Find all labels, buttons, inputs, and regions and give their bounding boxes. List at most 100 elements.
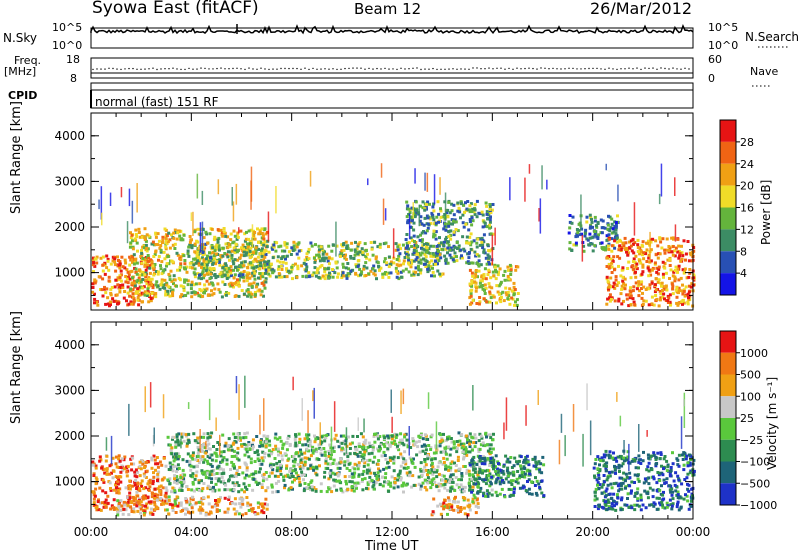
echo-cell — [117, 454, 121, 458]
echo-cell — [657, 267, 661, 271]
echo-cell — [662, 275, 665, 279]
echo-streak — [382, 198, 385, 225]
echo-cell — [232, 466, 236, 470]
echo-cell — [361, 459, 365, 463]
echo-cell — [221, 266, 225, 270]
echo-cell — [145, 469, 149, 473]
echo-cell — [267, 266, 271, 270]
echo-cell — [411, 461, 415, 465]
echo-cell — [389, 262, 393, 266]
echo-cell — [459, 442, 463, 446]
echo-cell — [379, 443, 383, 447]
echo-cell — [295, 451, 298, 455]
echo-cell — [264, 277, 268, 281]
echo-cell — [314, 447, 318, 451]
echo-cell — [606, 297, 610, 301]
echo-cell — [673, 269, 677, 272]
echo-cell — [217, 498, 221, 501]
echo-cell — [406, 244, 409, 248]
echo-cell — [150, 292, 154, 295]
echo-cell — [456, 229, 460, 233]
echo-cell — [208, 485, 212, 489]
echo-cell — [481, 441, 485, 445]
echo-cell — [366, 459, 370, 463]
echo-cell — [451, 222, 454, 226]
echo-cell — [249, 228, 253, 232]
echo-cell — [395, 269, 398, 273]
echo-cell — [151, 286, 155, 290]
echo-cell — [272, 243, 276, 247]
echo-cell — [354, 445, 357, 449]
echo-cell — [432, 232, 436, 236]
echo-cell — [257, 276, 260, 280]
echo-cell — [95, 478, 99, 482]
echo-cell — [434, 237, 438, 241]
echo-cell — [318, 248, 321, 252]
echo-cell — [432, 218, 436, 222]
echo-streak — [196, 173, 199, 199]
echo-cell — [345, 244, 349, 248]
echo-cell — [593, 219, 597, 223]
echo-cell — [118, 487, 122, 491]
echo-cell — [326, 259, 330, 263]
freq-dot — [124, 68, 126, 70]
echo-cell — [633, 261, 637, 265]
echo-cell — [659, 240, 663, 244]
echo-cell — [257, 267, 261, 271]
echo-streak — [384, 208, 387, 221]
echo-cell — [453, 245, 457, 249]
echo-cell — [457, 467, 461, 471]
echo-cell — [249, 246, 253, 250]
echo-cell — [481, 213, 485, 217]
echo-cell — [515, 303, 519, 307]
echo-cell — [250, 263, 254, 267]
echo-cell — [173, 499, 177, 503]
echo-cell — [169, 467, 173, 471]
echo-cell — [229, 281, 233, 285]
freq-dot — [284, 67, 286, 70]
echo-cell — [229, 232, 233, 236]
echo-cell — [617, 297, 621, 301]
echo-cell — [427, 264, 431, 268]
echo-cell — [412, 249, 416, 252]
echo-cell — [485, 212, 489, 216]
echo-cell — [151, 266, 155, 270]
echo-cell — [502, 472, 506, 476]
echo-cell — [333, 437, 337, 441]
echo-cell — [314, 488, 318, 492]
echo-cell — [685, 276, 689, 280]
echo-cell — [355, 247, 359, 251]
echo-cell — [328, 271, 331, 275]
echo-cell — [214, 459, 218, 463]
echo-cell — [444, 237, 448, 241]
echo-cell — [488, 223, 491, 227]
echo-cell — [629, 239, 633, 243]
freq-dot — [652, 67, 654, 69]
echo-cell — [131, 260, 134, 264]
freq-dot — [496, 67, 498, 70]
echo-cell — [346, 459, 350, 463]
echo-cell — [372, 480, 376, 484]
echo-cell — [250, 284, 254, 288]
echo-cell — [402, 481, 406, 485]
echo-cell — [185, 500, 189, 504]
echo-cell — [312, 449, 315, 453]
echo-cell — [384, 457, 388, 461]
echo-cell — [143, 494, 147, 498]
echo-cell — [329, 462, 333, 466]
echo-cell — [353, 248, 357, 252]
echo-cell — [488, 285, 492, 289]
echo-cell — [129, 505, 132, 509]
echo-cell — [168, 477, 172, 481]
echo-cell — [123, 290, 127, 293]
freq-dot — [388, 68, 390, 70]
echo-cell — [203, 283, 207, 287]
echo-cell — [368, 445, 372, 448]
echo-streak — [491, 234, 494, 266]
echo-cell — [507, 487, 511, 491]
echo-cell — [404, 267, 408, 271]
echo-cell — [150, 466, 154, 470]
echo-cell — [102, 505, 106, 509]
echo-cell — [350, 472, 354, 476]
echo-cell — [213, 504, 217, 508]
